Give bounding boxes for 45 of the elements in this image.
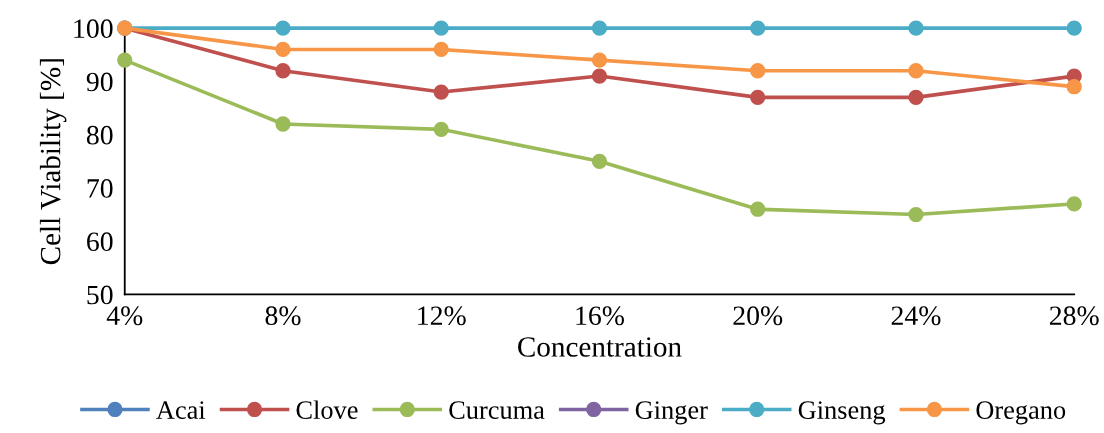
- point: [908, 20, 924, 36]
- point: [908, 89, 924, 106]
- y-tick-label: 70: [87, 179, 113, 198]
- point: [117, 52, 133, 68]
- x-tick-label: 28%: [1049, 306, 1099, 326]
- point: [433, 121, 449, 137]
- point: [591, 52, 608, 68]
- legend-label: Curcuma: [449, 401, 545, 419]
- y-tick-label: 50: [87, 285, 113, 305]
- x-tick-label: 8%: [265, 306, 301, 326]
- x-tick-label: 20%: [733, 306, 783, 326]
- point: [750, 63, 766, 79]
- point: [591, 20, 608, 36]
- point: [591, 68, 608, 84]
- x-tick-label: 4%: [106, 306, 143, 326]
- point: [750, 89, 766, 106]
- point: [433, 84, 449, 100]
- point: [750, 20, 766, 36]
- legend-label: Oregano: [976, 401, 1066, 425]
- point: [275, 41, 291, 58]
- legend-label: Acai: [156, 401, 206, 419]
- point: [433, 20, 449, 36]
- point: [591, 153, 608, 169]
- point: [1066, 20, 1082, 36]
- point: [433, 41, 449, 58]
- y-axis-title: Cell Viability [%]: [39, 59, 67, 265]
- legend-label: Ginger: [635, 401, 708, 425]
- legend-label: Ginseng: [798, 401, 886, 425]
- y-tick-label: 80: [86, 125, 113, 145]
- x-tick-label: 24%: [891, 306, 941, 326]
- point: [275, 63, 291, 79]
- y-tick-label: 100: [74, 19, 113, 39]
- x-axis-title: Concentration: [518, 337, 682, 357]
- y-tick-label: 90: [86, 72, 113, 92]
- point: [908, 206, 924, 223]
- x-tick-label: 16%: [576, 306, 624, 326]
- point: [908, 63, 924, 79]
- point: [1066, 196, 1082, 212]
- point: [275, 20, 291, 36]
- y-tick-label: 60: [87, 232, 113, 252]
- legend-label: Clove: [296, 400, 358, 419]
- x-tick-label: 12%: [418, 306, 466, 326]
- point: [750, 201, 766, 217]
- point: [1066, 79, 1082, 95]
- point: [275, 116, 291, 132]
